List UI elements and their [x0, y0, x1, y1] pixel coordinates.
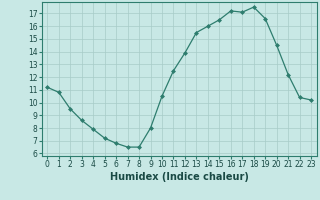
X-axis label: Humidex (Indice chaleur): Humidex (Indice chaleur)	[110, 172, 249, 182]
